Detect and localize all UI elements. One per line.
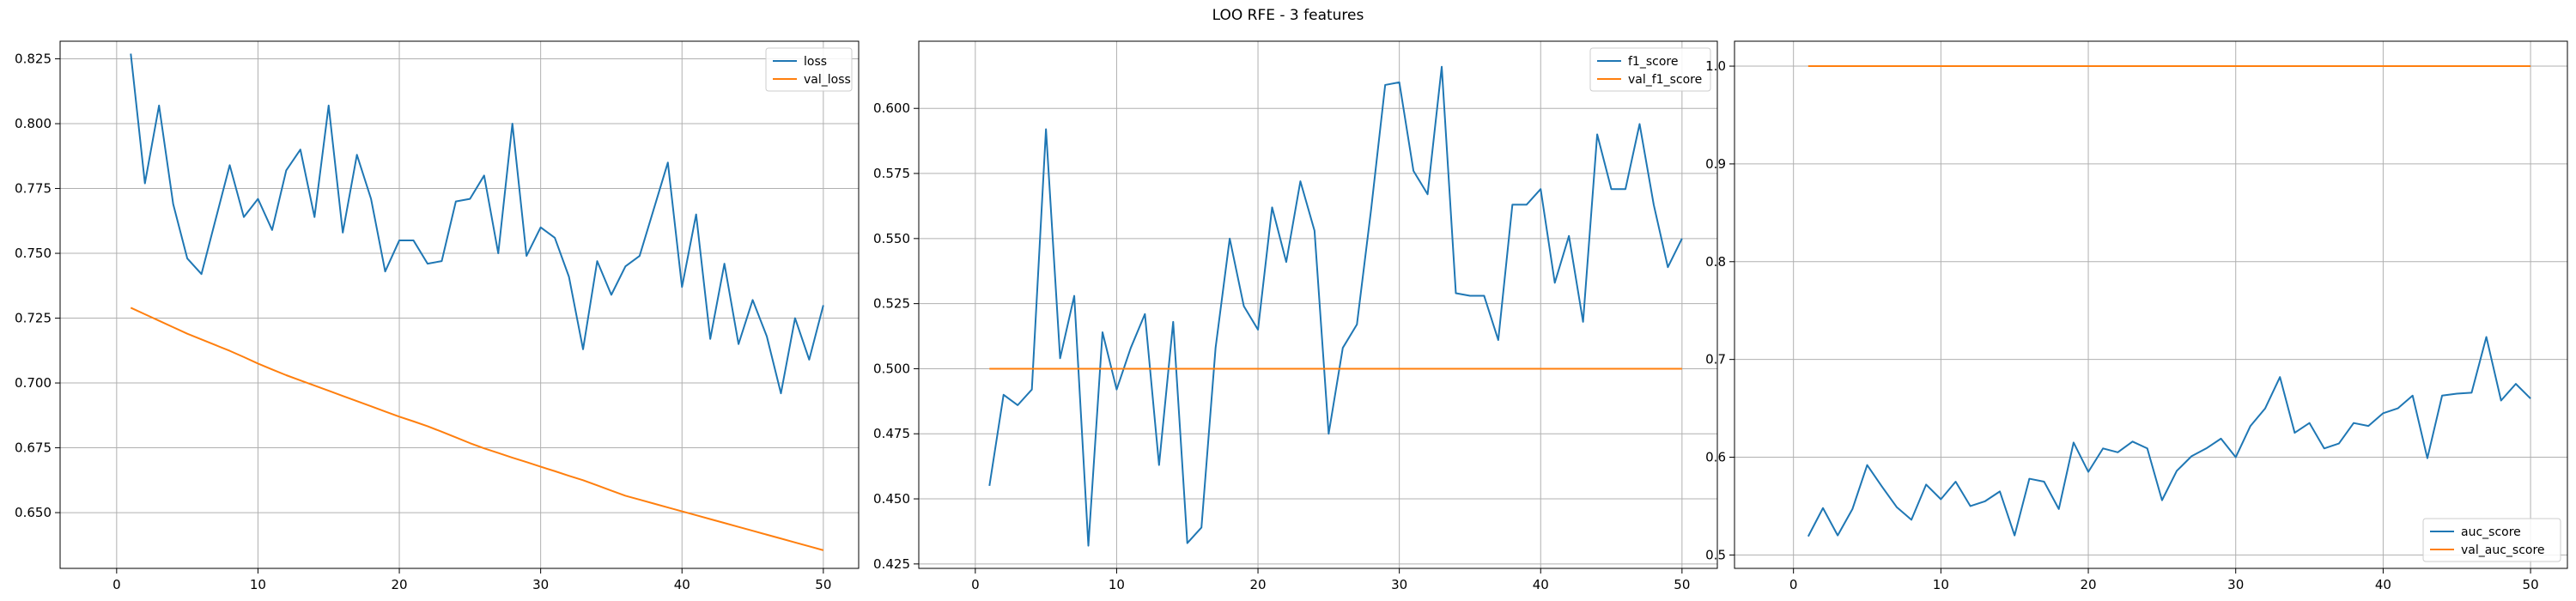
x-tick-label: 0 bbox=[112, 577, 121, 592]
series-line-f1-score bbox=[988, 65, 1683, 547]
x-tick-label: 40 bbox=[674, 577, 690, 592]
y-tick-label: 0.675 bbox=[15, 440, 52, 456]
legend-box bbox=[1589, 47, 1711, 92]
legend: auc_score val_auc_score bbox=[2422, 518, 2561, 562]
y-tick-label: 0.8 bbox=[1705, 254, 1726, 270]
y-tick-label: 0.700 bbox=[15, 375, 52, 391]
legend-label: val_auc_score bbox=[2461, 543, 2545, 557]
legend: loss val_loss bbox=[765, 47, 853, 92]
x-tick-label: 0 bbox=[971, 577, 980, 592]
y-tick-label: 0.825 bbox=[15, 52, 52, 67]
axes-frame bbox=[1734, 40, 2568, 569]
x-tick-label: 0 bbox=[1789, 577, 1798, 592]
legend-label: val_f1_score bbox=[1628, 73, 1702, 87]
x-tick-label: 30 bbox=[532, 577, 549, 592]
y-tick-label: 0.800 bbox=[15, 116, 52, 131]
chart-panel-3: 0 10 20 30 40 50 0.5 0.6 0.7 0.8 0.9 1.0 auc_scoreva… bbox=[1705, 40, 2568, 592]
y-tick-label: 0.6 bbox=[1705, 450, 1726, 465]
x-tick-label: 20 bbox=[2080, 577, 2096, 592]
x-tick-label: 30 bbox=[2227, 577, 2244, 592]
chart-panel-1: 0 10 20 30 40 50 0.650 0.675 0.700 0.725 0.750 0.77… bbox=[15, 40, 860, 592]
axes-frame bbox=[918, 40, 1718, 569]
legend-box bbox=[765, 47, 853, 92]
legend-label: auc_score bbox=[2461, 525, 2521, 539]
chart-panel-2: 0 10 20 30 40 50 0.425 0.450 0.475 0.500 0.525 0.55… bbox=[873, 40, 1718, 592]
y-tick-label: 0.550 bbox=[873, 231, 910, 246]
legend-label: loss bbox=[804, 55, 827, 69]
y-tick-label: 0.425 bbox=[873, 556, 910, 572]
y-tick-label: 0.475 bbox=[873, 426, 910, 441]
y-tick-label: 0.600 bbox=[873, 100, 910, 116]
x-tick-label: 50 bbox=[2523, 577, 2539, 592]
x-tick-label: 50 bbox=[1674, 577, 1690, 592]
legend-label: val_loss bbox=[804, 73, 851, 87]
y-tick-label: 0.500 bbox=[873, 361, 910, 376]
x-tick-label: 30 bbox=[1391, 577, 1407, 592]
legend: f1_score val_f1_score bbox=[1589, 47, 1711, 92]
y-tick-label: 0.450 bbox=[873, 491, 910, 507]
y-tick-label: 1.0 bbox=[1705, 58, 1726, 74]
x-tick-label: 40 bbox=[1533, 577, 1549, 592]
series-line-loss bbox=[130, 53, 824, 395]
x-tick-label: 50 bbox=[815, 577, 831, 592]
y-tick-label: 0.750 bbox=[15, 246, 52, 261]
y-tick-label: 0.5 bbox=[1705, 547, 1726, 562]
y-tick-label: 0.725 bbox=[15, 311, 52, 326]
legend-box bbox=[2422, 518, 2561, 562]
legend-label: f1_score bbox=[1628, 55, 1678, 69]
y-tick-label: 0.525 bbox=[873, 296, 910, 312]
y-tick-label: 0.575 bbox=[873, 166, 910, 181]
x-tick-label: 10 bbox=[1933, 577, 1949, 592]
figure-title: LOO RFE - 3 features bbox=[1212, 7, 1364, 24]
y-tick-label: 0.775 bbox=[15, 181, 52, 197]
x-tick-label: 20 bbox=[1249, 577, 1266, 592]
x-tick-label: 10 bbox=[1109, 577, 1125, 592]
x-tick-label: 20 bbox=[391, 577, 407, 592]
series-line-val-loss bbox=[130, 307, 824, 551]
y-tick-label: 0.9 bbox=[1705, 156, 1726, 172]
x-tick-label: 10 bbox=[250, 577, 266, 592]
series-line-auc-score bbox=[1807, 336, 2531, 537]
axes-frame bbox=[59, 40, 860, 569]
y-tick-label: 0.650 bbox=[15, 505, 52, 520]
y-tick-label: 0.7 bbox=[1705, 352, 1726, 367]
x-tick-label: 40 bbox=[2375, 577, 2391, 592]
